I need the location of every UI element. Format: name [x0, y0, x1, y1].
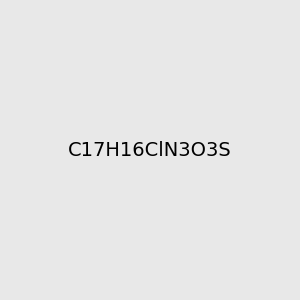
Text: C17H16ClN3O3S: C17H16ClN3O3S: [68, 140, 232, 160]
